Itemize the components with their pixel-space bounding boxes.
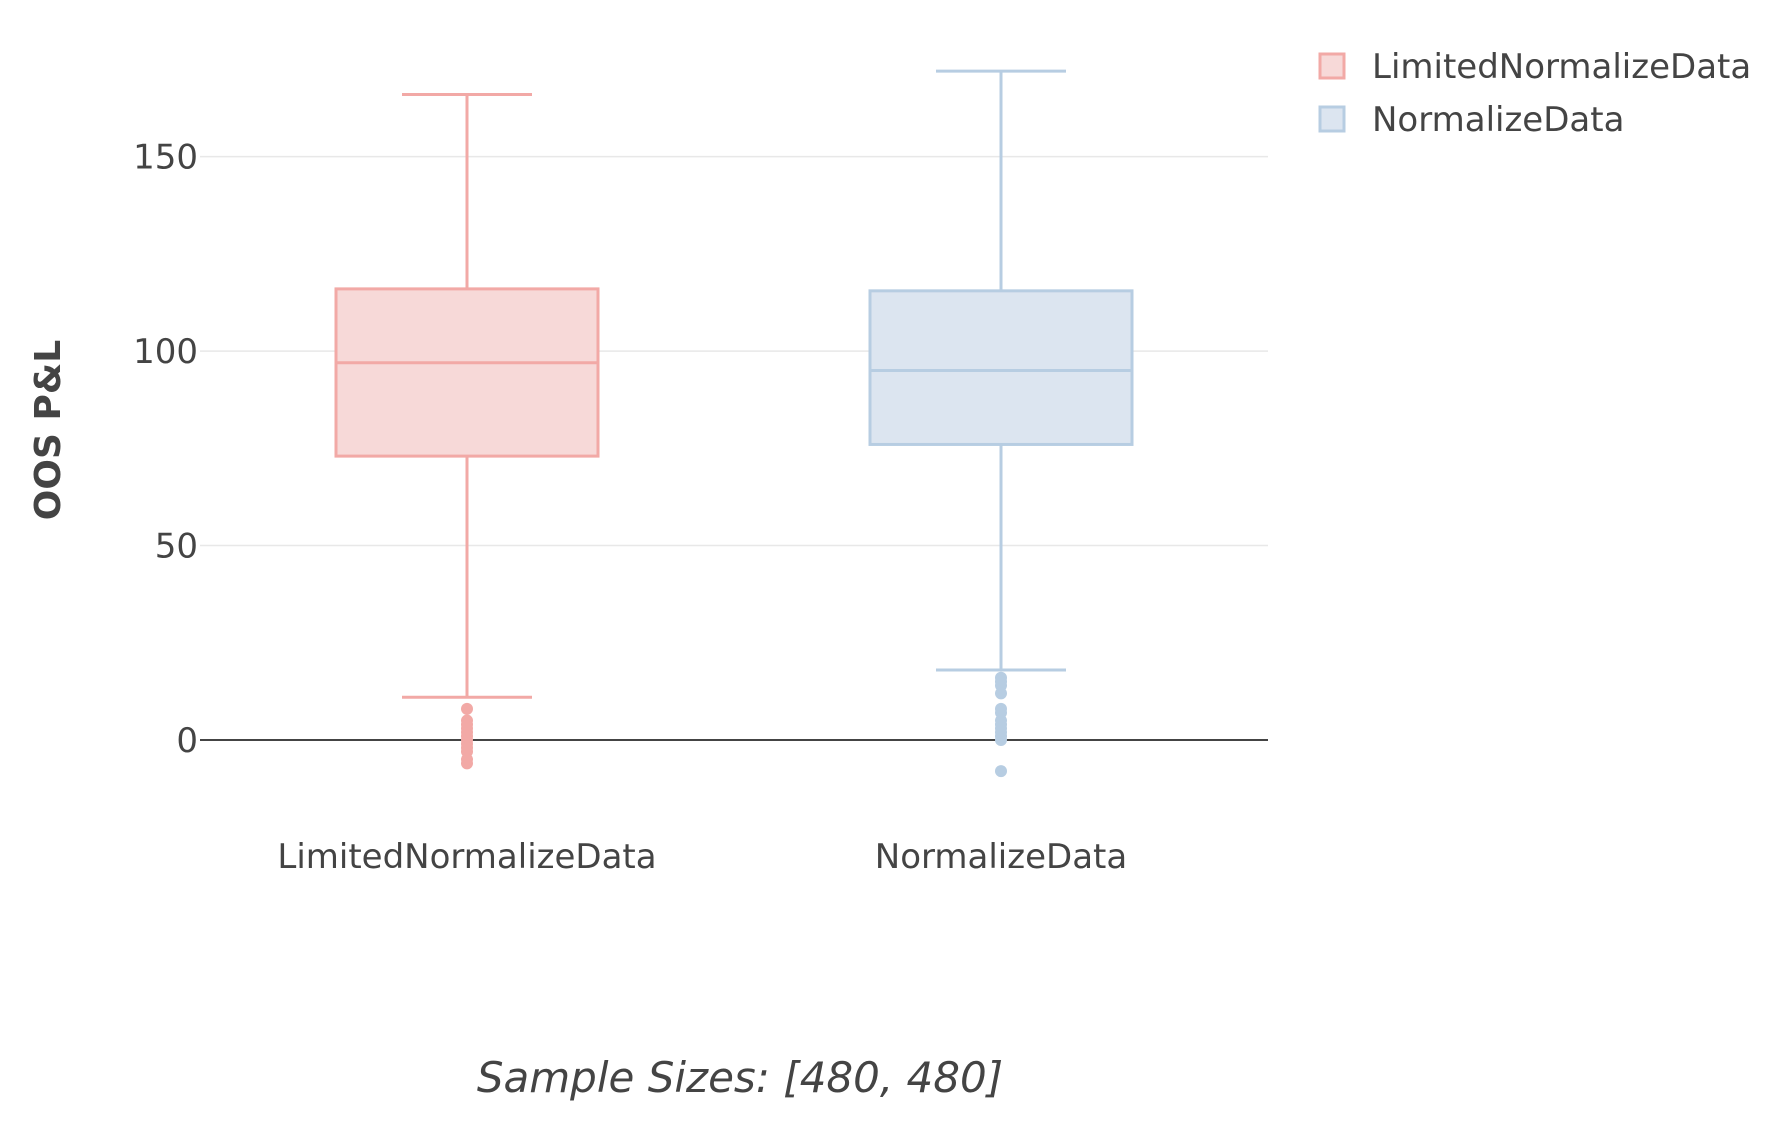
legend-item-LimitedNormalizeData[interactable]: LimitedNormalizeData: [1318, 47, 1751, 87]
outlier-point[interactable]: [995, 734, 1007, 746]
legend-swatch: [1318, 52, 1346, 80]
x-tick-label: NormalizeData: [875, 837, 1127, 877]
legend-item-NormalizeData[interactable]: NormalizeData: [1318, 100, 1624, 140]
x-axis: LimitedNormalizeData NormalizeData: [277, 837, 1127, 877]
y-tick-label: 100: [133, 332, 198, 372]
legend[interactable]: LimitedNormalizeData NormalizeData: [1318, 47, 1751, 140]
x-axis-title: Sample Sizes: [480, 480]: [477, 1053, 1003, 1102]
x-tick-label: LimitedNormalizeData: [277, 837, 656, 877]
y-axis-title: OOS P&L: [28, 340, 69, 520]
boxes: [334, 69, 1134, 778]
outlier-point[interactable]: [461, 702, 473, 715]
outlier-point[interactable]: [461, 757, 473, 770]
legend-swatch: [1318, 105, 1346, 133]
outlier-point[interactable]: [995, 687, 1007, 700]
iqr-box[interactable]: [868, 289, 1134, 446]
iqr-box[interactable]: [334, 287, 600, 458]
outlier-point[interactable]: [461, 741, 473, 754]
y-axis: 0 50 100 150: [133, 138, 1268, 761]
y-tick-label: 50: [155, 527, 198, 567]
box-LimitedNormalizeData[interactable]: [334, 92, 600, 770]
legend-label: NormalizeData: [1372, 100, 1624, 140]
y-tick-label: 150: [133, 138, 198, 178]
y-tick-label: 0: [176, 721, 198, 761]
outlier-point[interactable]: [995, 765, 1007, 778]
outlier-point[interactable]: [461, 718, 473, 731]
box-NormalizeData[interactable]: [868, 69, 1134, 778]
legend-label: LimitedNormalizeData: [1372, 47, 1751, 87]
